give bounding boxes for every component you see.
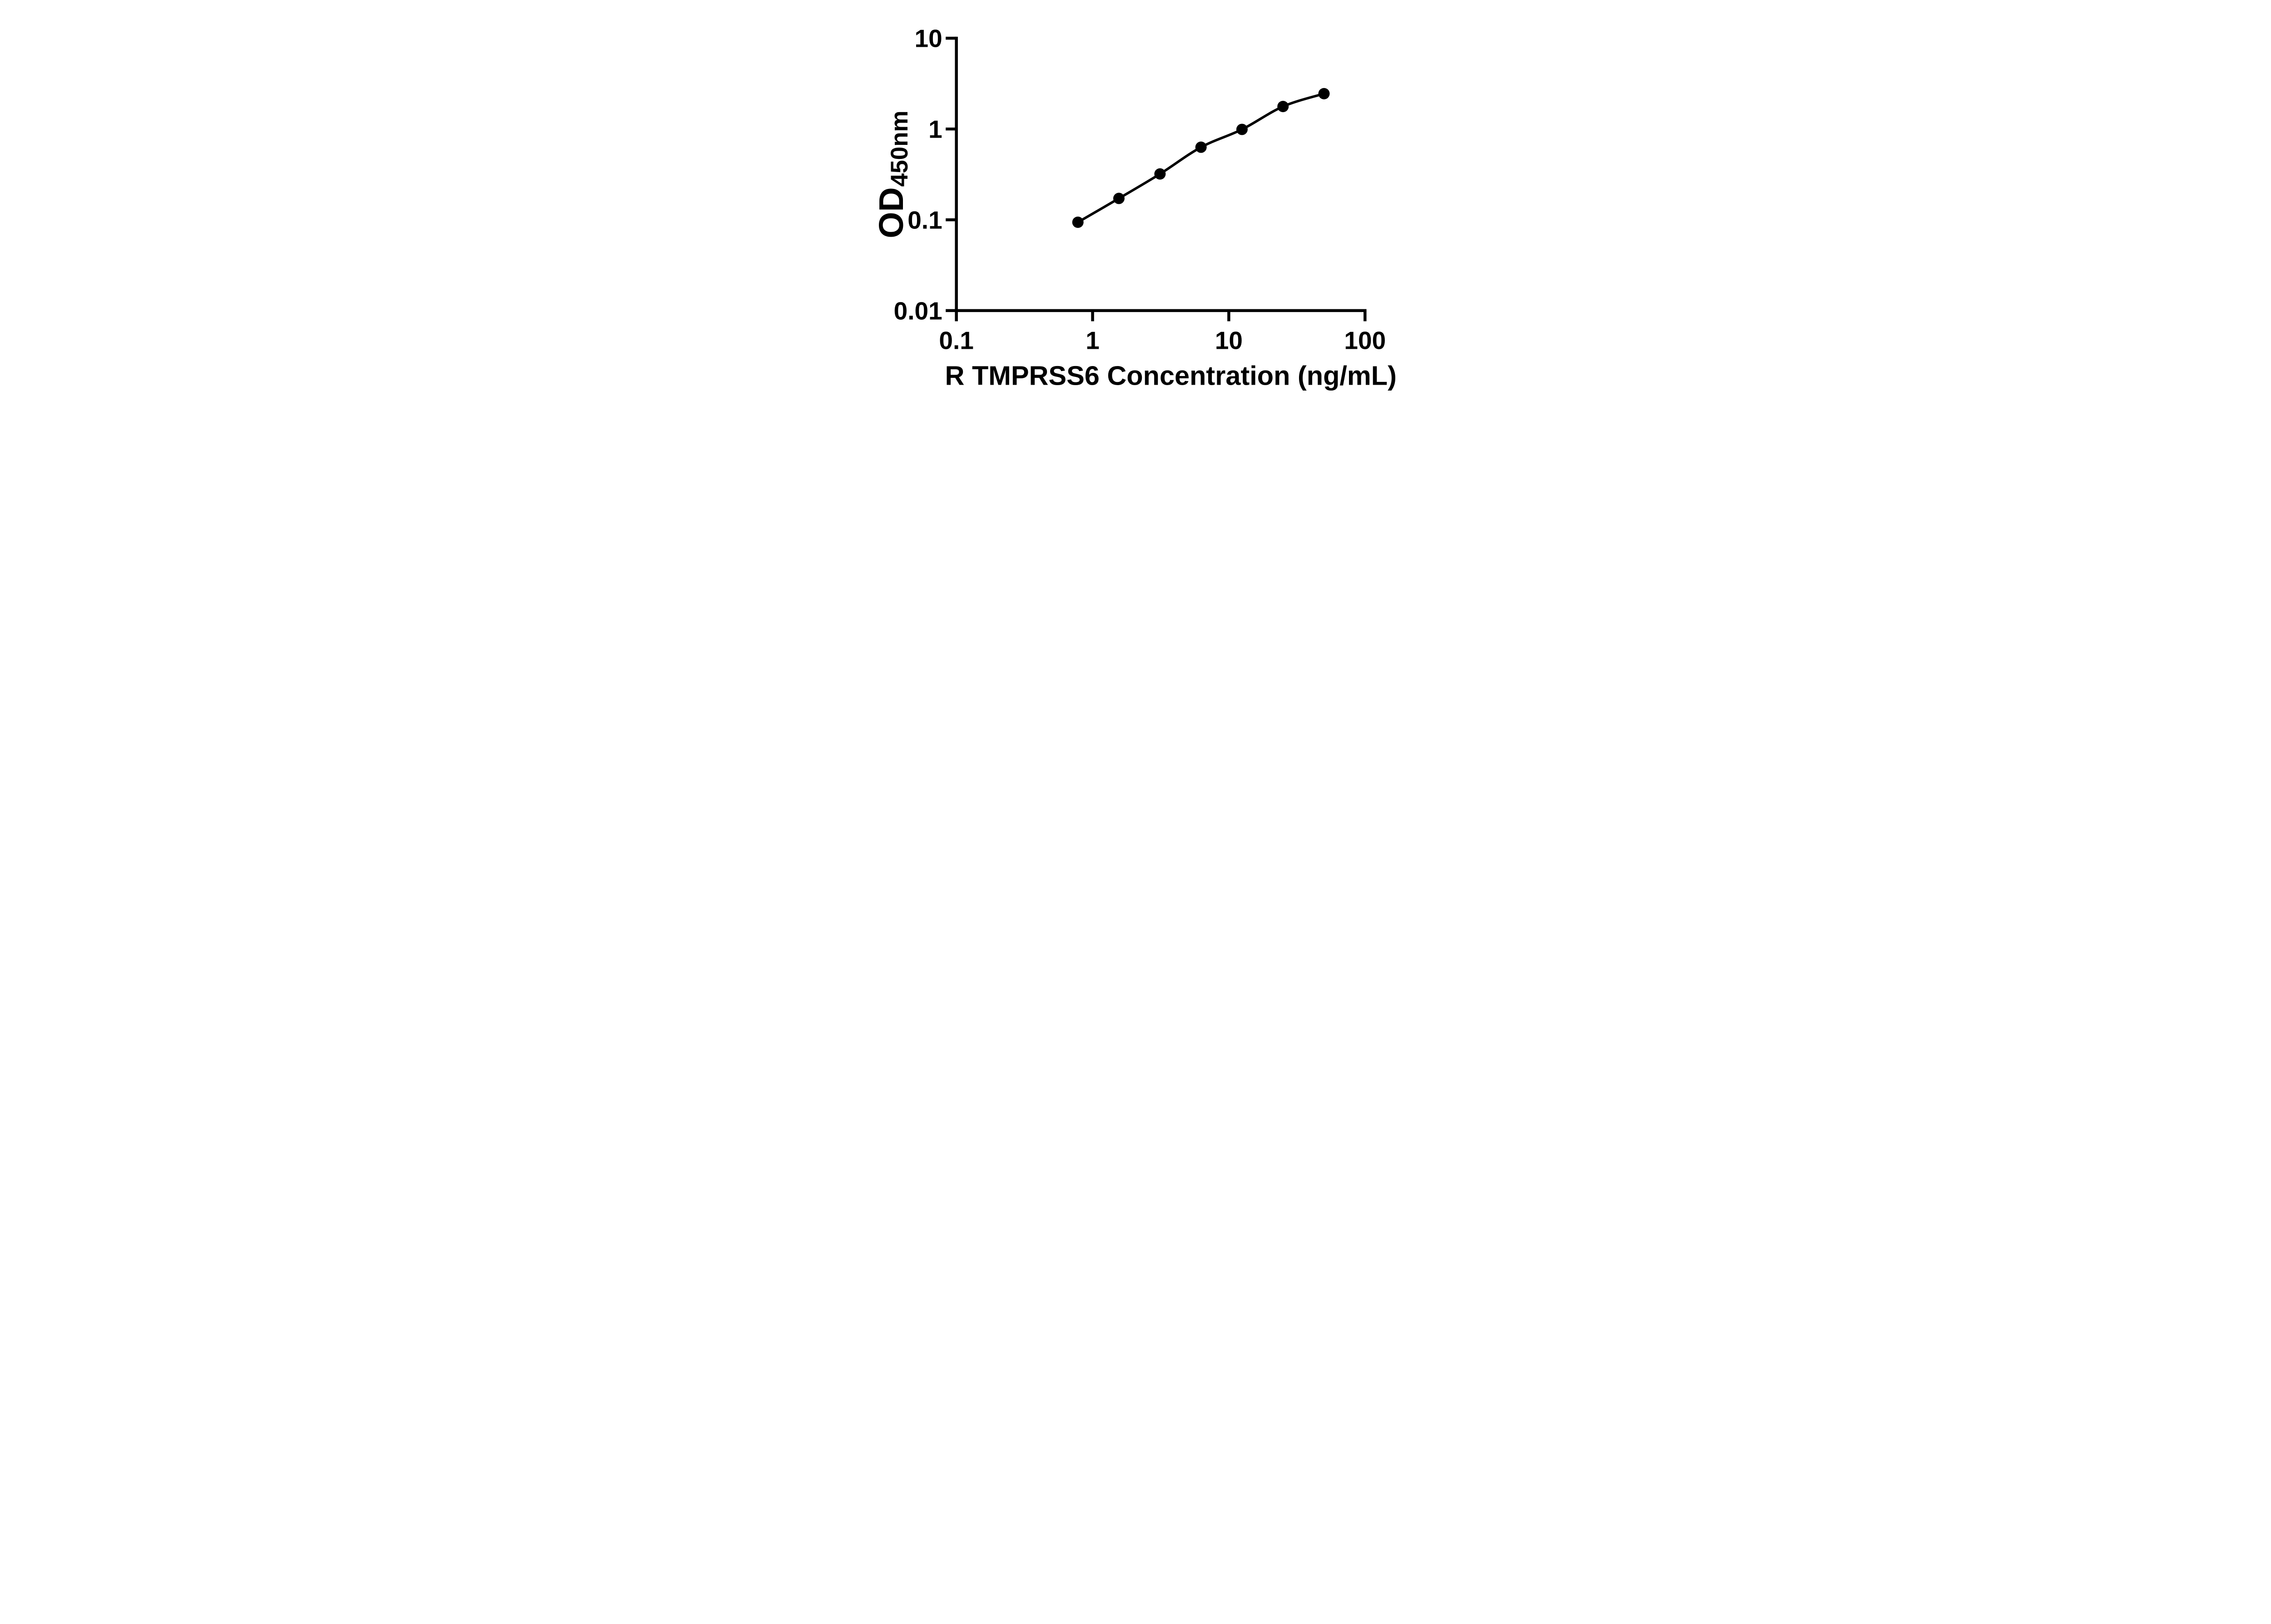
data-point-marker [1195,141,1207,153]
data-point-marker [1236,124,1248,135]
y-tick-label: 1 [928,115,942,144]
x-tick-label: 100 [1344,327,1386,355]
data-point-marker [1154,168,1165,180]
data-point-marker [1072,216,1084,228]
data-point-marker [1277,100,1289,112]
data-point-marker [1113,193,1125,204]
x-tick-label: 1 [1086,327,1100,355]
standard-curve-line [1076,92,1325,224]
y-tick-label: 0.1 [907,206,942,234]
x-axis-title: R TMPRSS6 Concentration (ng/mL) [945,360,1396,391]
y-axis-title-main: OD [872,187,910,238]
x-tick-label: 10 [1215,327,1242,355]
data-point-marker [1318,88,1330,99]
y-axis-title-subscript: 450nm [886,110,912,187]
y-tick-label: 10 [914,25,942,53]
data-series-layer [1072,88,1330,228]
x-tick-label: 0.1 [939,327,973,355]
elisa-standard-curve-figure: 0.1 1 10 100 10 1 0.1 0.01 R TMPRSS6 Concentrat… [843,0,1428,406]
axes-layer [954,36,1367,312]
y-axis-title: OD 450nm [872,110,912,238]
y-tick-label: 0.01 [893,297,942,325]
